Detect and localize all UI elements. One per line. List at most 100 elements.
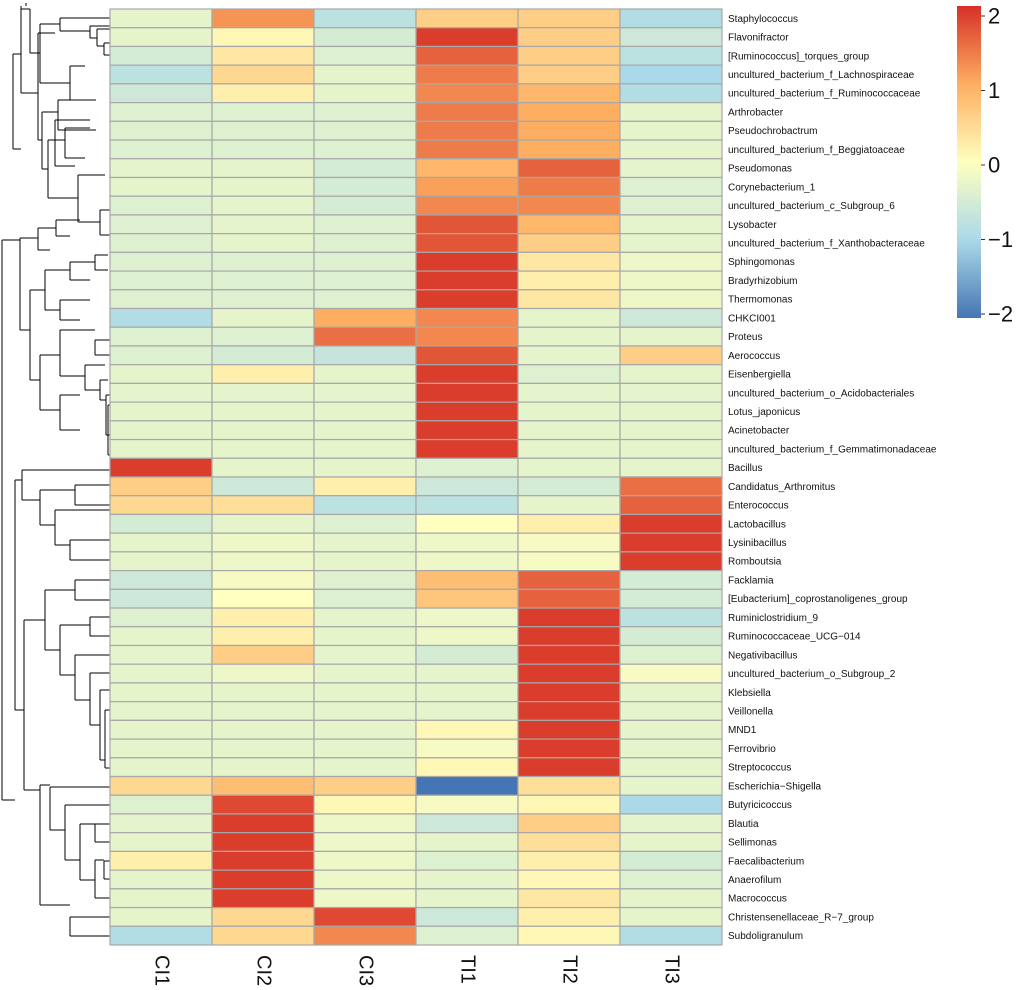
heatmap-cell — [313, 513, 417, 534]
heatmap-cell — [517, 401, 621, 422]
heatmap-cell — [313, 382, 417, 403]
heatmap-cell — [211, 195, 315, 216]
heatmap-cell — [109, 438, 213, 459]
heatmap-cell — [211, 45, 315, 66]
heatmap-cell — [619, 176, 723, 197]
heatmap-cell — [313, 326, 417, 347]
heatmap-cell — [415, 420, 519, 441]
heatmap-cell — [109, 27, 213, 48]
heatmap-cell — [517, 644, 621, 665]
heatmap-cell — [619, 64, 723, 85]
row-label: Pseudochrobactrum — [728, 126, 818, 137]
heatmap-cell — [211, 457, 315, 478]
heatmap-cell — [415, 195, 519, 216]
heatmap-cell — [313, 83, 417, 104]
row-label: uncultured_bacterium_o_Acidobacteriales — [728, 388, 914, 399]
row-label: uncultured_bacterium_o_Subgroup_2 — [728, 669, 896, 680]
heatmap-cell — [517, 569, 621, 590]
heatmap-cell — [313, 925, 417, 946]
heatmap-cell — [313, 438, 417, 459]
heatmap-cell — [517, 233, 621, 253]
row-label: uncultured_bacterium_f_Xanthobacteraceae — [728, 239, 925, 250]
heatmap-cell — [415, 8, 519, 29]
heatmap-cell — [211, 719, 315, 740]
heatmap-cell — [619, 307, 723, 328]
heatmap-cell — [517, 195, 621, 216]
row-label: Lysinibacillus — [728, 538, 787, 549]
heatmap-cell — [211, 233, 315, 253]
heatmap-cell — [517, 532, 621, 553]
heatmap-cell — [415, 45, 519, 66]
heatmap-cell — [619, 906, 723, 927]
heatmap-cell — [415, 457, 519, 478]
row-label: uncultured_bacterium_f_Gemmatimonadaceae — [728, 444, 937, 455]
heatmap-cell — [109, 607, 213, 628]
heatmap-cell — [415, 307, 519, 328]
heatmap-cell — [619, 775, 723, 796]
heatmap-cell — [211, 326, 315, 347]
heatmap-cell — [619, 195, 723, 216]
row-label: Thermomonas — [728, 295, 792, 306]
heatmap-cell — [517, 551, 621, 572]
heatmap-cell — [109, 663, 213, 684]
heatmap-cell — [517, 607, 621, 628]
heatmap-cell — [619, 832, 723, 852]
heatmap-cell — [517, 701, 621, 721]
heatmap-cell — [415, 289, 519, 310]
heatmap-cell — [415, 551, 519, 572]
heatmap-cell — [109, 364, 213, 384]
heatmap-cell — [313, 45, 417, 66]
row-label: Veillonella — [728, 707, 773, 718]
heatmap-cell — [313, 551, 417, 572]
heatmap-cell — [313, 588, 417, 609]
column-label: TI3 — [661, 955, 683, 984]
heatmap-cell — [517, 420, 621, 441]
heatmap-cell — [415, 176, 519, 197]
heatmap-cell — [517, 663, 621, 684]
heatmap-cell — [211, 158, 315, 179]
heatmap-cell — [415, 214, 519, 235]
heatmap-cell — [415, 869, 519, 890]
row-label: Christensenellaceae_R−7_group — [728, 912, 874, 923]
heatmap-cell — [619, 214, 723, 235]
heatmap-cell — [415, 607, 519, 628]
heatmap-cell — [619, 401, 723, 422]
heatmap-cell — [109, 382, 213, 403]
heatmap-cell — [313, 364, 417, 384]
heatmap-cell — [313, 195, 417, 216]
heatmap-cell — [619, 420, 723, 441]
heatmap-cell — [313, 738, 417, 759]
heatmap-cell — [619, 83, 723, 104]
heatmap-cell — [109, 158, 213, 179]
heatmap-cell — [313, 8, 417, 29]
heatmap-cell — [211, 307, 315, 328]
heatmap-cell — [619, 438, 723, 459]
heatmap-cell — [313, 701, 417, 721]
heatmap-cell — [109, 588, 213, 609]
heatmap-cell — [415, 663, 519, 684]
heatmap-cell — [109, 701, 213, 721]
heatmap-cell — [211, 270, 315, 291]
heatmap-cell — [313, 757, 417, 778]
heatmap-cell — [109, 307, 213, 328]
row-label: Staphylococcus — [728, 14, 798, 25]
heatmap-cell — [313, 307, 417, 328]
heatmap-cell — [109, 644, 213, 665]
heatmap-cell — [109, 476, 213, 497]
row-label: Corynebacterium_1 — [728, 182, 816, 193]
heatmap-cell — [211, 289, 315, 310]
heatmap-cell — [313, 682, 417, 703]
heatmap-cell — [517, 139, 621, 160]
heatmap-cell — [211, 214, 315, 235]
row-label: CHKCI001 — [728, 313, 776, 324]
heatmap-cell — [517, 214, 621, 235]
heatmap-cell — [415, 719, 519, 740]
heatmap-cell — [211, 832, 315, 852]
heatmap-cell — [415, 626, 519, 647]
legend-tick-label: −1 — [988, 227, 1013, 252]
heatmap-cell — [619, 8, 723, 29]
heatmap-cell — [619, 251, 723, 272]
heatmap-cell — [313, 270, 417, 291]
heatmap-cell — [211, 420, 315, 441]
heatmap-cell — [211, 139, 315, 160]
